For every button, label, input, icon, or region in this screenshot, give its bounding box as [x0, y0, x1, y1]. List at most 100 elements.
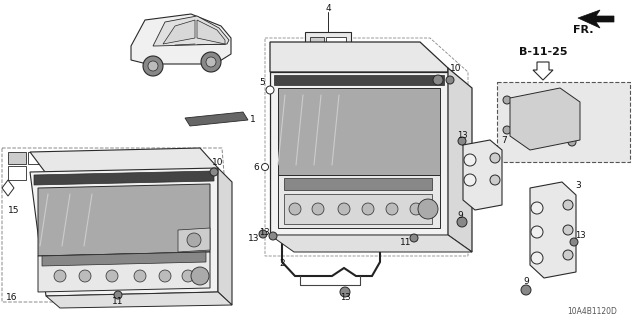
- Circle shape: [362, 203, 374, 215]
- Polygon shape: [530, 182, 576, 278]
- Polygon shape: [197, 20, 225, 44]
- Circle shape: [418, 199, 438, 219]
- Circle shape: [134, 270, 146, 282]
- Bar: [284, 194, 432, 224]
- Polygon shape: [578, 10, 614, 28]
- Circle shape: [503, 126, 511, 134]
- Circle shape: [259, 230, 267, 238]
- Bar: [326, 37, 346, 46]
- Text: 16: 16: [6, 293, 18, 302]
- Polygon shape: [278, 88, 440, 175]
- Circle shape: [340, 287, 350, 297]
- Circle shape: [457, 217, 467, 227]
- Circle shape: [262, 164, 269, 171]
- Polygon shape: [185, 112, 248, 126]
- Circle shape: [148, 61, 158, 71]
- Circle shape: [531, 202, 543, 214]
- Circle shape: [187, 233, 201, 247]
- Circle shape: [433, 75, 443, 85]
- Polygon shape: [153, 16, 229, 46]
- Circle shape: [289, 203, 301, 215]
- Polygon shape: [178, 228, 210, 252]
- Circle shape: [386, 203, 398, 215]
- Text: 7: 7: [501, 135, 507, 145]
- Polygon shape: [163, 20, 195, 44]
- Circle shape: [143, 56, 163, 76]
- Circle shape: [563, 225, 573, 235]
- Polygon shape: [448, 68, 472, 252]
- Bar: [8, 152, 26, 164]
- Circle shape: [446, 76, 454, 84]
- Text: B-11-25: B-11-25: [519, 47, 567, 57]
- Text: 13: 13: [340, 293, 350, 302]
- Circle shape: [114, 291, 122, 299]
- Circle shape: [79, 270, 91, 282]
- Text: 10: 10: [451, 63, 461, 73]
- Circle shape: [191, 267, 209, 285]
- Polygon shape: [278, 175, 440, 228]
- Circle shape: [531, 252, 543, 264]
- Text: 6: 6: [253, 163, 259, 172]
- Circle shape: [490, 153, 500, 163]
- Circle shape: [464, 174, 476, 186]
- Text: 11: 11: [112, 298, 124, 307]
- Polygon shape: [34, 171, 214, 185]
- Polygon shape: [46, 292, 232, 308]
- Bar: [274, 75, 444, 85]
- Polygon shape: [270, 235, 472, 252]
- Circle shape: [106, 270, 118, 282]
- Circle shape: [269, 232, 277, 240]
- Circle shape: [266, 86, 274, 94]
- Circle shape: [540, 100, 550, 110]
- Polygon shape: [270, 42, 448, 72]
- Circle shape: [531, 226, 543, 238]
- Circle shape: [521, 285, 531, 295]
- Polygon shape: [30, 148, 218, 176]
- Circle shape: [312, 203, 324, 215]
- Polygon shape: [38, 252, 210, 292]
- Circle shape: [159, 270, 171, 282]
- Polygon shape: [42, 252, 206, 266]
- Polygon shape: [38, 184, 210, 256]
- Text: 5: 5: [259, 77, 265, 86]
- Circle shape: [182, 270, 194, 282]
- Circle shape: [54, 270, 66, 282]
- Bar: [310, 48, 324, 57]
- Circle shape: [503, 96, 511, 104]
- Circle shape: [540, 120, 550, 130]
- Circle shape: [464, 154, 476, 166]
- Text: 13: 13: [575, 230, 586, 239]
- Circle shape: [570, 238, 578, 246]
- Polygon shape: [218, 168, 232, 305]
- Circle shape: [458, 137, 466, 145]
- Text: 1: 1: [250, 115, 256, 124]
- Bar: [28, 152, 50, 164]
- Polygon shape: [463, 140, 502, 210]
- Text: 4: 4: [325, 4, 331, 12]
- Text: 13: 13: [248, 234, 260, 243]
- Text: 9: 9: [457, 211, 463, 220]
- Circle shape: [568, 138, 576, 146]
- Circle shape: [410, 203, 422, 215]
- Text: 13: 13: [259, 228, 269, 236]
- Polygon shape: [30, 168, 218, 296]
- Text: 9: 9: [523, 277, 529, 286]
- Text: 11: 11: [400, 237, 412, 246]
- Bar: [305, 32, 351, 64]
- Circle shape: [563, 250, 573, 260]
- Polygon shape: [533, 62, 553, 80]
- Polygon shape: [131, 14, 231, 64]
- Polygon shape: [270, 72, 448, 235]
- Circle shape: [338, 203, 350, 215]
- Text: 2: 2: [279, 259, 285, 268]
- Bar: [497, 82, 630, 162]
- Text: 13: 13: [457, 131, 467, 140]
- Text: 10: 10: [212, 157, 224, 166]
- Polygon shape: [510, 88, 580, 150]
- Bar: [310, 37, 324, 46]
- Circle shape: [563, 200, 573, 210]
- Circle shape: [201, 52, 221, 72]
- Bar: [284, 178, 432, 190]
- Text: 15: 15: [8, 205, 19, 214]
- Circle shape: [206, 57, 216, 67]
